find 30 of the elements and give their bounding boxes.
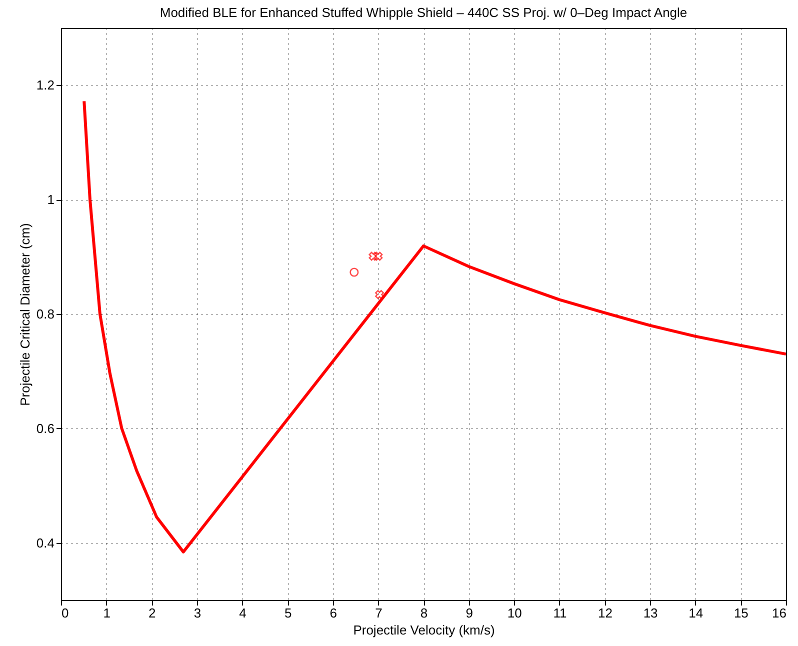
x-tick-label: 12 [598, 606, 612, 620]
x-tick-label: 9 [466, 606, 473, 620]
y-tick-label: 0.8 [36, 306, 54, 322]
x-tick-label: 14 [688, 606, 704, 620]
y-tick-label: 1 [47, 192, 54, 208]
y-tick-label: 1.2 [36, 78, 54, 93]
x-tick-label: 10 [507, 606, 522, 620]
chart-title: Modified BLE for Enhanced Stuffed Whipple Shield – 440C SS Proj. w/ 0–Deg Impact Angle [160, 5, 688, 20]
x-tick-label: 1 [103, 606, 110, 620]
x-axis-title: Projectile Velocity (km/s) [353, 622, 495, 638]
x-tick-label: 8 [420, 606, 428, 620]
x-tick-label: 6 [330, 606, 337, 620]
point [368, 252, 378, 261]
x-tick-label: 4 [239, 606, 246, 620]
x-tick-label: 5 [284, 606, 292, 620]
x-tick-label: 13 [643, 606, 658, 620]
x-tick-label: 11 [553, 606, 567, 620]
y-axis-title: Projectile Critical Diameter (cm) [17, 223, 32, 406]
point [375, 290, 384, 300]
x-tick-label: 16 [772, 606, 786, 620]
y-tick-label: 0.4 [36, 535, 54, 550]
x-tick-label: 7 [375, 606, 382, 620]
x-tick-label: 2 [148, 606, 156, 620]
point [350, 268, 359, 277]
y-tick-label: 0.6 [36, 420, 54, 436]
x-tick-label: 0 [62, 606, 69, 620]
x-tick-label: 15 [734, 606, 748, 620]
x-tick-label: 3 [194, 606, 202, 620]
line-series [82, 100, 788, 554]
point [374, 252, 383, 261]
